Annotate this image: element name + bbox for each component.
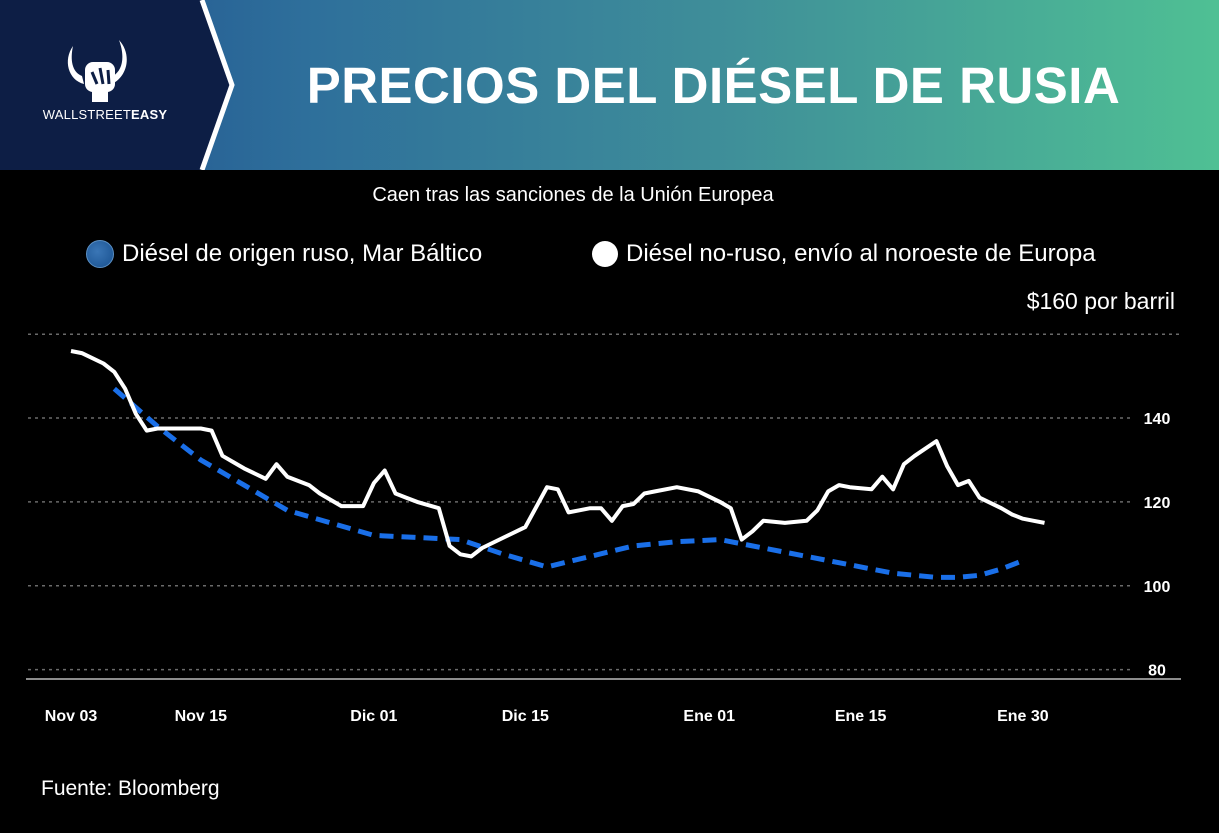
y-tick-label: 100 [1144, 579, 1171, 596]
x-tick-label: Nov 15 [175, 708, 228, 725]
x-tick-label: Ene 15 [835, 708, 887, 725]
legend-label-non-russian: Diésel no-ruso, envío al noroeste de Eur… [626, 240, 1096, 267]
x-tick-label: Ene 01 [683, 708, 735, 725]
legend-label-russian: Diésel de origen ruso, Mar Báltico [122, 240, 483, 267]
brand-name: WALLSTREETEASY [30, 107, 180, 122]
brand-name-bold: EASY [131, 107, 168, 122]
chart-subtitle: Caen tras las sanciones de la Unión Euro… [372, 184, 774, 206]
y-tick-label: 140 [1144, 411, 1171, 428]
brand-name-light: WALLSTREET [42, 107, 131, 122]
x-tick-label: Dic 15 [502, 708, 549, 725]
page-title: PRECIOS DEL DIÉSEL DE RUSIA [306, 57, 1121, 114]
legend-item-russian: Diésel de origen ruso, Mar Báltico [86, 238, 482, 270]
x-tick-label: Nov 03 [45, 708, 98, 725]
x-tick-label: Dic 01 [350, 708, 397, 725]
y-axis-unit-label: $160 por barril [1026, 288, 1175, 314]
y-tick-label: 80 [1148, 663, 1166, 680]
legend-dot-blue-icon [86, 240, 114, 268]
source-note: Fuente: Bloomberg [41, 777, 220, 800]
bull-fist-logo-icon [67, 40, 127, 102]
logo-panel-background [0, 0, 235, 170]
legend-item-non-russian: Diésel no-ruso, envío al noroeste de Eur… [592, 238, 1096, 270]
logo-panel: WALLSTREETEASY [0, 0, 236, 170]
legend-dot-white-icon [592, 241, 618, 267]
x-tick-label: Ene 30 [997, 708, 1049, 725]
series-line-russian [112, 386, 1024, 580]
series-line-non-russian [70, 349, 1045, 559]
y-tick-label: 120 [1144, 495, 1171, 512]
header-banner: WALLSTREETEASY PRECIOS DEL DIÉSEL DE RUS… [0, 0, 1219, 170]
